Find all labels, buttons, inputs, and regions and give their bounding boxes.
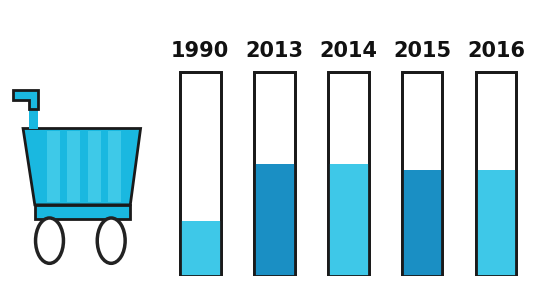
Text: 2015: 2015: [393, 41, 451, 61]
Polygon shape: [13, 90, 38, 109]
Circle shape: [97, 218, 125, 263]
Bar: [328, 72, 368, 276]
Bar: [476, 170, 516, 276]
Text: 1990: 1990: [171, 41, 230, 61]
Text: 2013: 2013: [245, 41, 303, 61]
Bar: [402, 72, 442, 276]
Bar: [254, 72, 294, 276]
Polygon shape: [47, 131, 60, 203]
Text: 2016: 2016: [467, 41, 525, 61]
Polygon shape: [67, 131, 81, 203]
Bar: [476, 72, 516, 276]
Bar: [180, 221, 220, 276]
Polygon shape: [35, 205, 131, 219]
Bar: [254, 72, 294, 276]
Bar: [254, 164, 294, 276]
Polygon shape: [29, 109, 38, 129]
Circle shape: [35, 218, 64, 263]
Bar: [180, 72, 220, 276]
Bar: [328, 72, 368, 276]
Text: 2014: 2014: [319, 41, 377, 61]
Polygon shape: [88, 131, 101, 203]
Bar: [402, 72, 442, 276]
Bar: [180, 72, 220, 276]
Bar: [476, 72, 516, 276]
Bar: [328, 164, 368, 276]
Polygon shape: [108, 131, 121, 203]
Polygon shape: [23, 129, 140, 205]
Bar: [402, 170, 442, 276]
